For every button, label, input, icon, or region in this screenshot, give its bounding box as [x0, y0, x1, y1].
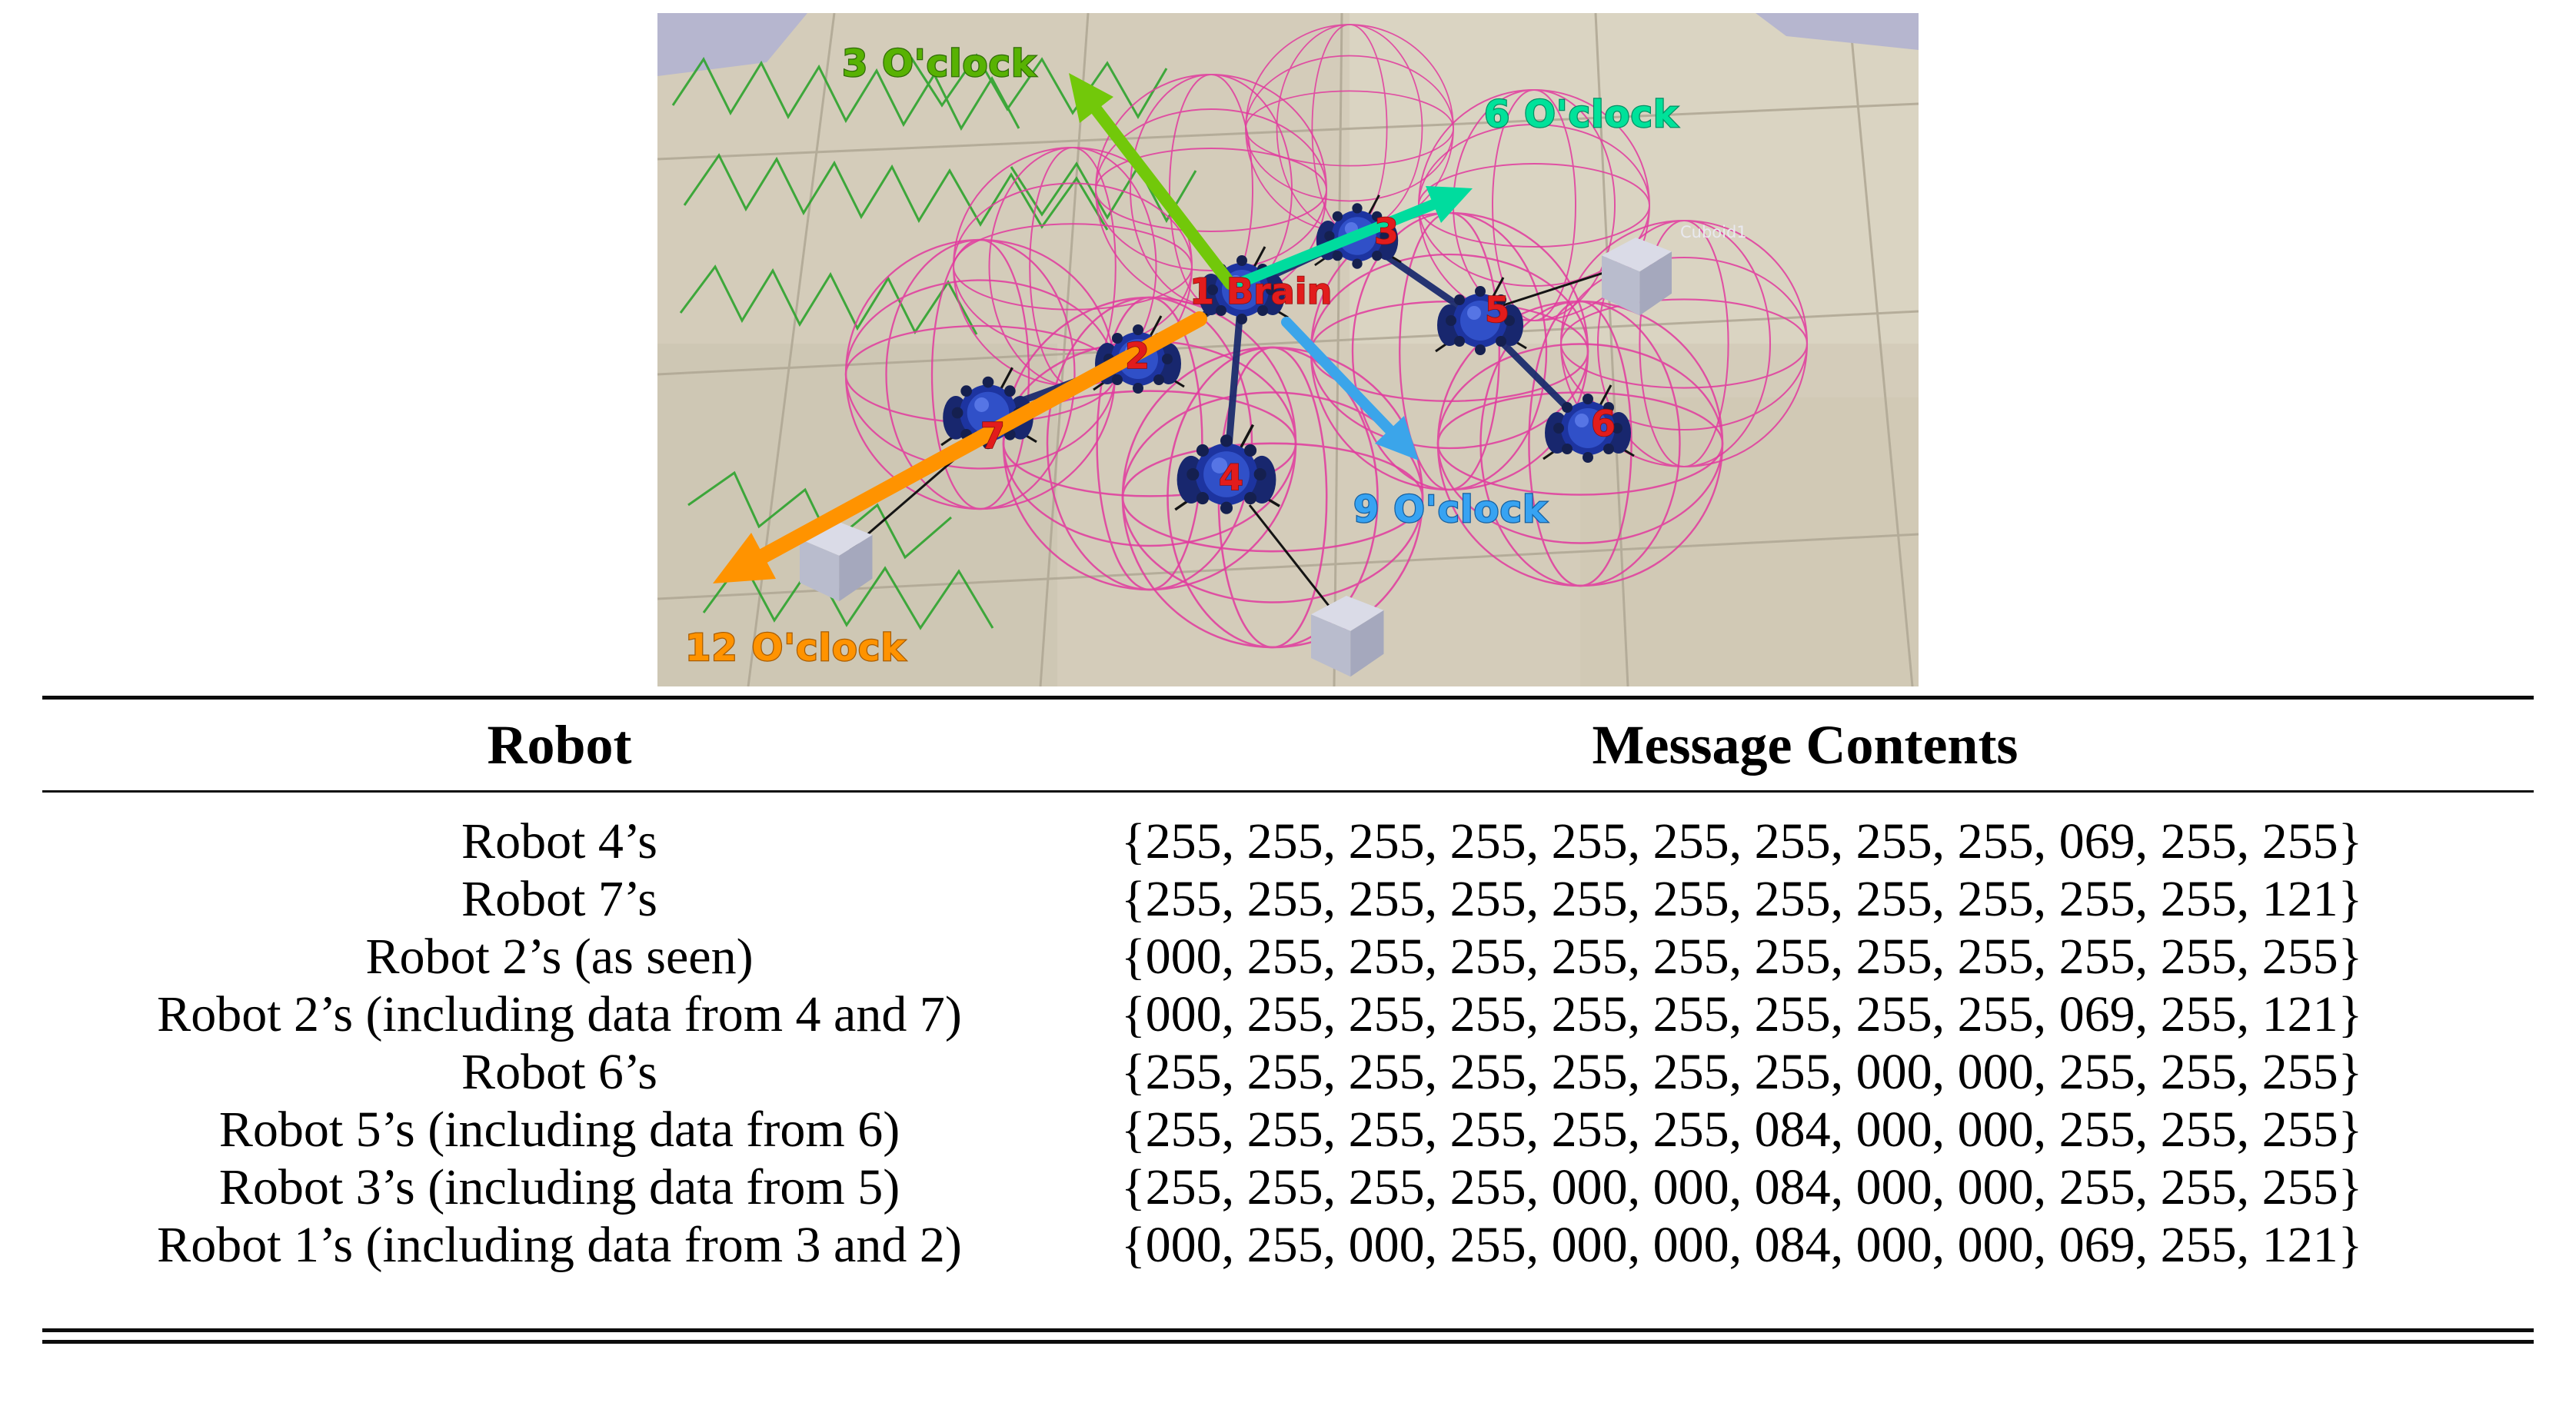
wall-left	[657, 13, 807, 76]
arrow-label-6-oclock: 6 O'clock	[1484, 93, 1679, 136]
table-row: Robot 5’s (including data from 6) {255, …	[42, 1101, 2534, 1158]
cell-message: {255, 255, 255, 255, 255, 255, 084, 000,…	[1121, 1102, 2363, 1158]
simulation-figure: 3 O'clock 6 O'clock 9 O'clock 12 O'clock…	[657, 13, 1919, 686]
wall-right	[1756, 13, 1919, 50]
table-bottom-rule-2	[42, 1340, 2534, 1344]
arrow-9-oclock-head	[1375, 416, 1419, 460]
robot-label-4: 4	[1219, 457, 1243, 498]
cell-robot: Robot 3’s (including data from 5)	[218, 1159, 900, 1215]
table-row: Robot 4’s {255, 255, 255, 255, 255, 255,…	[42, 813, 2534, 870]
direction-arrows	[713, 73, 1473, 583]
cell-robot: Robot 2’s (including data from 4 and 7)	[157, 986, 962, 1042]
cell-message: {000, 255, 000, 255, 000, 000, 084, 000,…	[1121, 1217, 2363, 1273]
arrow-3-oclock-head	[1069, 73, 1113, 123]
robot-label-1-brain: 1 Brain	[1190, 271, 1332, 312]
arrow-label-9-oclock: 9 O'clock	[1353, 488, 1548, 531]
robot-label-5: 5	[1485, 289, 1509, 331]
cell-robot: Robot 2’s (as seen)	[365, 929, 754, 985]
table-header-rule	[42, 790, 2534, 793]
cell-robot: Robot 1’s (including data from 3 and 2)	[157, 1217, 962, 1273]
simulation-canvas: 3 O'clock 6 O'clock 9 O'clock 12 O'clock…	[657, 13, 1919, 686]
arrow-6-oclock-head	[1426, 186, 1473, 223]
cell-message: {000, 255, 255, 255, 255, 255, 255, 255,…	[1121, 929, 2363, 985]
table-row: Robot 3’s (including data from 5) {255, …	[42, 1158, 2534, 1216]
cuboid1-label: Cuboid1	[1680, 223, 1747, 241]
table-row: Robot 6’s {255, 255, 255, 255, 255, 255,…	[42, 1043, 2534, 1101]
robot-label-7: 7	[980, 415, 1005, 457]
arrow-12-oclock	[756, 311, 1207, 563]
table-row: Robot 7’s {255, 255, 255, 255, 255, 255,…	[42, 870, 2534, 928]
table-row: Robot 2’s (including data from 4 and 7) …	[42, 986, 2534, 1043]
cell-robot: Robot 5’s (including data from 6)	[218, 1102, 900, 1158]
arrow-6-oclock	[1236, 199, 1439, 288]
robot-label-2: 2	[1125, 335, 1150, 377]
table-top-rule	[42, 696, 2534, 700]
cell-message: {000, 255, 255, 255, 255, 255, 255, 255,…	[1121, 986, 2363, 1042]
robot-label-6: 6	[1591, 403, 1616, 444]
table-body: Robot 4’s {255, 255, 255, 255, 255, 255,…	[42, 793, 2534, 1274]
arrow-label-3-oclock: 3 O'clock	[842, 42, 1037, 85]
table-row: Robot 1’s (including data from 3 and 2) …	[42, 1216, 2534, 1274]
sensor-trace-lines	[671, 53, 1197, 630]
arrow-12-oclock-head	[713, 533, 776, 583]
col-header-message: Message Contents	[1592, 713, 2019, 776]
message-table: Robot Message Contents Robot 4’s {255, 2…	[42, 696, 2534, 1344]
col-header-robot: Robot	[487, 713, 632, 776]
arrow-9-oclock	[1281, 317, 1395, 435]
arrow-3-oclock	[1090, 104, 1236, 290]
arrow-label-12-oclock: 12 O'clock	[685, 627, 906, 670]
table-bottom-rule-1	[42, 1328, 2534, 1332]
cell-message: {255, 255, 255, 255, 255, 255, 255, 000,…	[1121, 1044, 2363, 1100]
cell-message: {255, 255, 255, 255, 255, 255, 255, 255,…	[1121, 871, 2363, 927]
cell-robot: Robot 7’s	[461, 871, 657, 927]
robot-label-3: 3	[1374, 211, 1399, 252]
cell-message: {255, 255, 255, 255, 000, 000, 084, 000,…	[1121, 1159, 2363, 1215]
cell-message: {255, 255, 255, 255, 255, 255, 255, 255,…	[1121, 813, 2363, 869]
cell-robot: Robot 4’s	[461, 813, 657, 869]
cell-robot: Robot 6’s	[461, 1044, 657, 1100]
table-row: Robot 2’s (as seen) {000, 255, 255, 255,…	[42, 928, 2534, 986]
table-header-row: Robot Message Contents	[42, 700, 2534, 790]
